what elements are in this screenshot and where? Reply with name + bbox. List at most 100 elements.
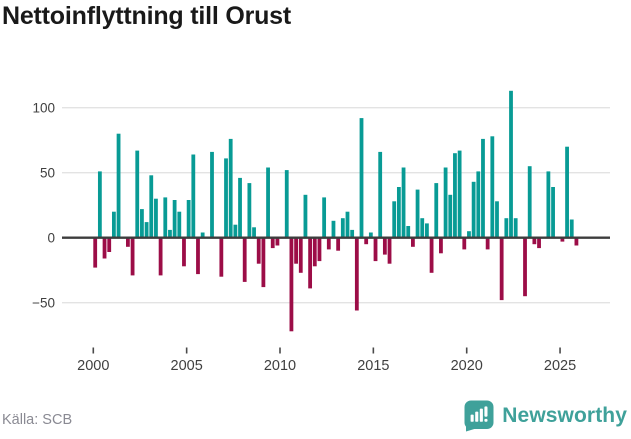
y-tick-label-50: 50 — [40, 166, 55, 181]
bar-2018-Q4 — [443, 167, 448, 238]
bar-2007-Q1 — [224, 158, 228, 238]
bar-2002-Q3 — [140, 209, 144, 238]
bar-2000-Q3 — [102, 237, 107, 259]
bar-2003-Q4 — [163, 197, 168, 238]
bar-2011-Q1 — [298, 237, 303, 273]
x-tick-label-2020: 2020 — [451, 358, 483, 374]
bar-2009-Q3 — [270, 237, 275, 249]
bar-2005-Q3 — [196, 237, 200, 275]
bar-2006-Q2 — [210, 151, 214, 238]
bar-2014-Q2 — [359, 118, 364, 238]
bar-2015-Q2 — [378, 151, 383, 238]
bar-2002-Q1 — [130, 237, 135, 276]
bar-2012-Q3 — [326, 237, 331, 250]
bar-2008-Q4 — [256, 237, 261, 264]
bar-2022-Q2 — [509, 90, 513, 238]
bar-2012-Q4 — [331, 220, 336, 238]
bar-2017-Q4 — [425, 223, 429, 238]
bar-2007-Q3 — [233, 224, 238, 238]
bar-2016-Q4 — [406, 226, 411, 238]
x-tick-label-2000: 2000 — [77, 358, 109, 374]
bar-2013-Q3 — [345, 211, 350, 238]
bar-2016-Q1 — [392, 201, 397, 238]
bar-2015-Q4 — [387, 237, 392, 264]
bar-2004-Q1 — [168, 229, 172, 238]
bar-2002-Q4 — [144, 222, 149, 238]
bar-2020-Q4 — [481, 138, 485, 238]
bar-2000-Q4 — [107, 237, 112, 252]
bar-2024-Q2 — [546, 171, 551, 238]
y-tick-label-100: 100 — [32, 101, 55, 116]
bar-2010-Q4 — [294, 237, 298, 264]
bar-2016-Q3 — [401, 167, 406, 238]
bar-2023-Q4 — [537, 237, 541, 249]
bar-2019-Q3 — [457, 150, 462, 238]
bar-2025-Q2 — [565, 146, 569, 238]
bar-2003-Q2 — [154, 198, 158, 238]
bar-2005-Q1 — [186, 200, 191, 238]
bar-2015-Q1 — [373, 237, 378, 262]
bar-2025-Q3 — [569, 219, 574, 238]
bar-2021-Q4 — [499, 237, 504, 301]
bar-2004-Q2 — [172, 200, 177, 238]
x-tick-label-2025: 2025 — [544, 358, 576, 374]
bar-2025-Q4 — [574, 237, 579, 246]
bar-2004-Q3 — [177, 211, 182, 238]
bar-2023-Q2 — [527, 166, 532, 238]
bar-2009-Q4 — [275, 237, 280, 246]
bar-2001-Q4 — [126, 237, 130, 247]
bar-2023-Q1 — [523, 237, 527, 297]
bar-2020-Q1 — [467, 231, 471, 238]
bar-2009-Q1 — [261, 237, 266, 288]
bar-2020-Q3 — [476, 171, 481, 238]
bar-2016-Q2 — [396, 187, 401, 238]
bar-2014-Q3 — [364, 237, 369, 245]
bar-2001-Q2 — [116, 133, 121, 238]
bar-2022-Q1 — [504, 218, 509, 238]
bar-2022-Q3 — [513, 218, 518, 238]
bar-2021-Q1 — [485, 237, 490, 250]
bar-2014-Q1 — [354, 237, 359, 311]
x-tick-label-2015: 2015 — [357, 358, 389, 374]
bar-2005-Q2 — [191, 154, 196, 238]
bar-2009-Q2 — [266, 167, 270, 238]
bar-2008-Q1 — [242, 237, 247, 282]
bar-2020-Q2 — [471, 181, 476, 238]
bar-2011-Q4 — [312, 237, 317, 267]
bar-2012-Q2 — [322, 197, 327, 238]
newsworthy-icon — [464, 400, 494, 432]
bar-2017-Q1 — [411, 237, 415, 247]
bar-2011-Q3 — [308, 237, 313, 289]
bar-2007-Q4 — [238, 177, 242, 238]
bar-2019-Q2 — [453, 153, 457, 238]
bar-2018-Q1 — [429, 237, 434, 273]
newsworthy-logo[interactable]: Newsworthy — [464, 400, 627, 432]
bar-2021-Q3 — [495, 201, 499, 238]
y-tick-label-0: 0 — [47, 231, 55, 246]
bar-2001-Q1 — [111, 211, 116, 238]
bar-2012-Q1 — [317, 237, 322, 262]
bar-2003-Q1 — [149, 175, 154, 238]
bar-2007-Q2 — [228, 138, 233, 238]
bar-2023-Q3 — [532, 237, 537, 245]
bar-2000-Q1 — [93, 237, 98, 268]
bar-2000-Q2 — [97, 171, 102, 238]
bar-2018-Q3 — [439, 237, 443, 254]
bar-2019-Q1 — [448, 194, 453, 238]
bar-2021-Q2 — [490, 136, 495, 238]
bar-2025-Q1 — [560, 237, 565, 242]
bar-2013-Q1 — [336, 237, 341, 251]
bar-2013-Q4 — [350, 229, 355, 238]
bar-chart: 100 50 0 −50 2000 2005 2010 2015 2020 2025 — [32, 90, 610, 374]
bar-2010-Q3 — [289, 237, 294, 332]
bar-2017-Q3 — [420, 218, 425, 238]
y-tick-label--50: −50 — [32, 296, 55, 311]
bar-2018-Q2 — [434, 183, 439, 238]
bar-2008-Q2 — [247, 183, 252, 238]
bar-2003-Q3 — [158, 237, 163, 276]
bar-2002-Q2 — [135, 150, 140, 238]
x-tick-label-2005: 2005 — [171, 358, 203, 374]
newsworthy-wordmark: Newsworthy — [502, 404, 627, 427]
bar-2014-Q4 — [368, 232, 373, 238]
